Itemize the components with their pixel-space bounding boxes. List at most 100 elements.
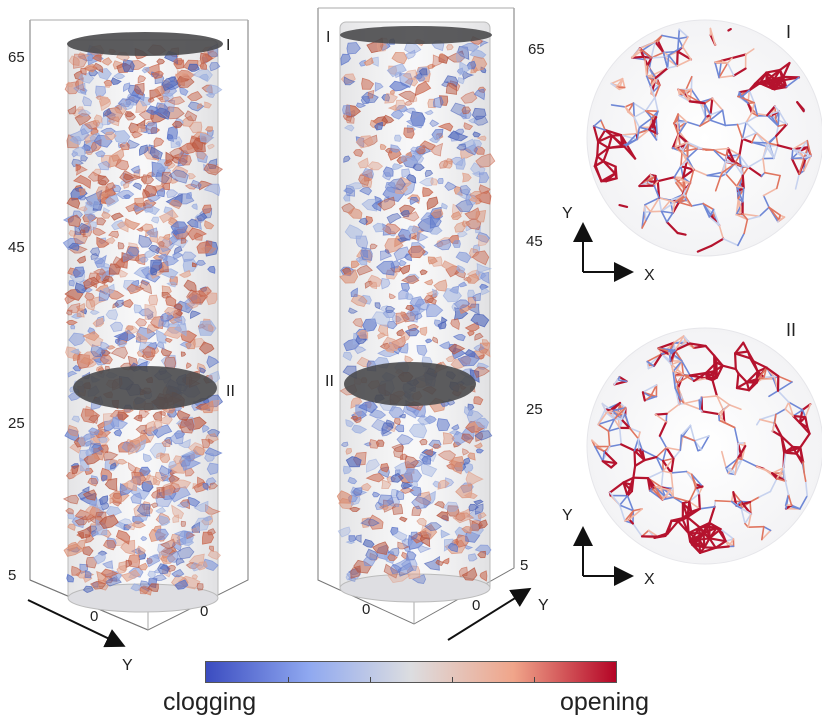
network-edge [660, 210, 674, 214]
pore-blob [117, 411, 130, 420]
pore-blob [206, 292, 218, 306]
pore-blob [360, 246, 373, 261]
network-edge [724, 173, 738, 188]
network-edge [654, 412, 668, 416]
pore-blob [377, 332, 387, 340]
pore-blob [78, 188, 86, 196]
pore-blob [345, 540, 356, 545]
pore-blob [374, 302, 381, 310]
network-edge [726, 147, 736, 165]
network-edge [646, 360, 655, 367]
network-edge [643, 58, 648, 77]
network-edge [738, 91, 742, 99]
pore-blob [121, 298, 134, 308]
network-edge [735, 197, 740, 216]
pore-blob [97, 175, 110, 186]
pore-blob [125, 202, 140, 213]
pore-blob [477, 234, 490, 247]
pore-blob [74, 515, 88, 526]
network-edge [677, 28, 681, 40]
pore-blob [358, 217, 368, 226]
network-edge [672, 449, 682, 460]
pore-blob [411, 496, 432, 510]
pore-blob [178, 154, 192, 166]
pore-blob [95, 85, 107, 98]
pore-blob [418, 68, 428, 76]
pore-blob [152, 477, 161, 486]
network-edge [693, 439, 699, 452]
network-edge [747, 157, 764, 168]
pore-blob [433, 96, 444, 108]
pore-blob [456, 143, 467, 151]
pore-blob [208, 482, 219, 490]
network-edge [682, 193, 687, 197]
network-edge [699, 119, 711, 127]
network-edge [673, 121, 688, 124]
pore-blob [82, 585, 94, 593]
network-edge [649, 84, 661, 88]
network-edge [741, 213, 761, 218]
network-edge [689, 526, 701, 542]
pore-blob [136, 348, 145, 358]
pore-blob [437, 479, 450, 490]
network-edge [646, 353, 663, 363]
network-edge [677, 121, 688, 136]
network-edge [679, 434, 683, 452]
pore-blob [144, 426, 153, 435]
pore-blob [184, 110, 198, 122]
network-edge [597, 418, 616, 426]
pore-blob [201, 53, 214, 64]
pore-blob [419, 326, 428, 336]
pore-blob [414, 80, 432, 97]
network-edge [608, 443, 623, 448]
pore-blob [436, 511, 449, 522]
pore-blob [166, 189, 179, 199]
pore-blob [424, 338, 433, 344]
pore-blob [172, 252, 184, 261]
pore-blob [417, 414, 433, 426]
network-edge [708, 208, 715, 218]
network-edge [752, 360, 768, 369]
network-edge [641, 449, 658, 458]
pore-blob [405, 49, 416, 60]
pore-blob [178, 269, 192, 278]
network-edge [593, 119, 602, 127]
network-edge [733, 426, 739, 445]
pore-blob [192, 445, 206, 456]
pore-blob [122, 251, 136, 263]
pore-blob [88, 427, 100, 436]
network-edge [637, 437, 640, 450]
pore-blob [431, 54, 446, 68]
network-edge [708, 537, 727, 543]
pore-blob [67, 523, 76, 531]
network-edge [750, 132, 758, 144]
pore-blob [198, 286, 212, 298]
pore-blob [158, 319, 167, 327]
network-edge [782, 61, 791, 79]
pore-blob [392, 163, 404, 171]
network-edge [657, 341, 675, 350]
pore-blob [400, 481, 413, 490]
pore-blob [473, 366, 491, 379]
cross-section-I-y-label: Y [562, 205, 573, 222]
pore-blob [369, 243, 378, 250]
pore-blob [357, 157, 369, 169]
pore-blob [429, 119, 440, 128]
pore-blob [384, 343, 395, 354]
network-edge [615, 86, 621, 91]
pore-blob [386, 63, 407, 78]
pore-blob [97, 444, 109, 454]
cross-section-I-network [592, 27, 813, 253]
network-edge [733, 350, 750, 355]
network-edge [681, 45, 692, 61]
network-edge [803, 155, 812, 172]
pore-blob [203, 163, 209, 172]
pore-blob [376, 40, 388, 52]
pore-blob [365, 548, 378, 561]
network-edge [765, 71, 772, 85]
pore-blob [365, 472, 385, 483]
network-edge [718, 74, 735, 79]
network-edge [763, 375, 780, 379]
network-edge [618, 204, 629, 208]
network-edge [778, 110, 788, 126]
